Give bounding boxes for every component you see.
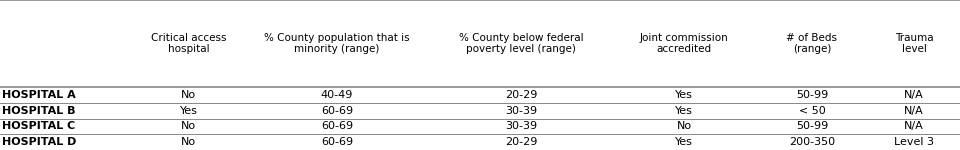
Text: HOSPITAL B: HOSPITAL B — [2, 106, 76, 116]
Text: Yes: Yes — [675, 106, 693, 116]
Text: HOSPITAL A: HOSPITAL A — [2, 90, 76, 100]
Text: Yes: Yes — [675, 137, 693, 147]
Text: No: No — [181, 121, 197, 131]
Text: HOSPITAL D: HOSPITAL D — [2, 137, 76, 147]
Text: Trauma
level: Trauma level — [895, 33, 933, 54]
Text: 50-99: 50-99 — [796, 90, 828, 100]
Text: N/A: N/A — [904, 121, 924, 131]
Text: 20-29: 20-29 — [505, 137, 537, 147]
Text: 60-69: 60-69 — [321, 137, 353, 147]
Text: Yes: Yes — [180, 106, 198, 116]
Text: Critical access
hospital: Critical access hospital — [151, 33, 227, 54]
Text: HOSPITAL C: HOSPITAL C — [2, 121, 75, 131]
Text: 50-99: 50-99 — [796, 121, 828, 131]
Text: 40-49: 40-49 — [321, 90, 353, 100]
Text: No: No — [181, 137, 197, 147]
Text: % County below federal
poverty level (range): % County below federal poverty level (ra… — [459, 33, 583, 54]
Text: 30-39: 30-39 — [505, 106, 537, 116]
Text: Level 3: Level 3 — [894, 137, 934, 147]
Text: 60-69: 60-69 — [321, 121, 353, 131]
Text: 200-350: 200-350 — [789, 137, 835, 147]
Text: 20-29: 20-29 — [505, 90, 537, 100]
Text: Joint commission
accredited: Joint commission accredited — [640, 33, 729, 54]
Text: N/A: N/A — [904, 106, 924, 116]
Text: 60-69: 60-69 — [321, 106, 353, 116]
Text: No: No — [677, 121, 692, 131]
Text: < 50: < 50 — [799, 106, 826, 116]
Text: Yes: Yes — [675, 90, 693, 100]
Text: N/A: N/A — [904, 90, 924, 100]
Text: 30-39: 30-39 — [505, 121, 537, 131]
Text: # of Beds
(range): # of Beds (range) — [786, 33, 837, 54]
Text: No: No — [181, 90, 197, 100]
Text: % County population that is
minority (range): % County population that is minority (ra… — [264, 33, 410, 54]
